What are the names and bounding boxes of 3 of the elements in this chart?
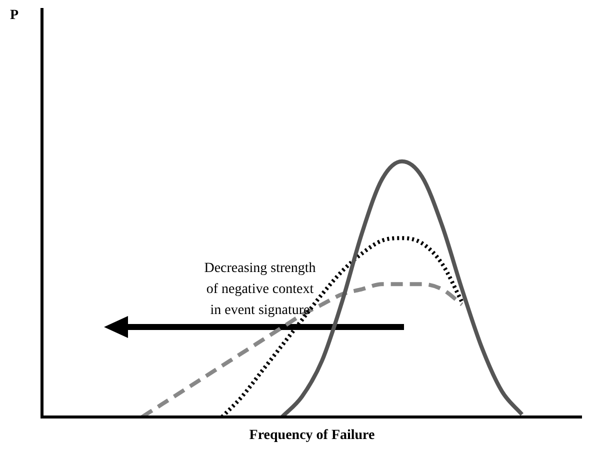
annotation: Decreasing strength of negative context in event signature (203, 260, 317, 320)
text: P (10, 8, 19, 24)
x-axis-title: Frequency of Failure (248, 428, 376, 444)
